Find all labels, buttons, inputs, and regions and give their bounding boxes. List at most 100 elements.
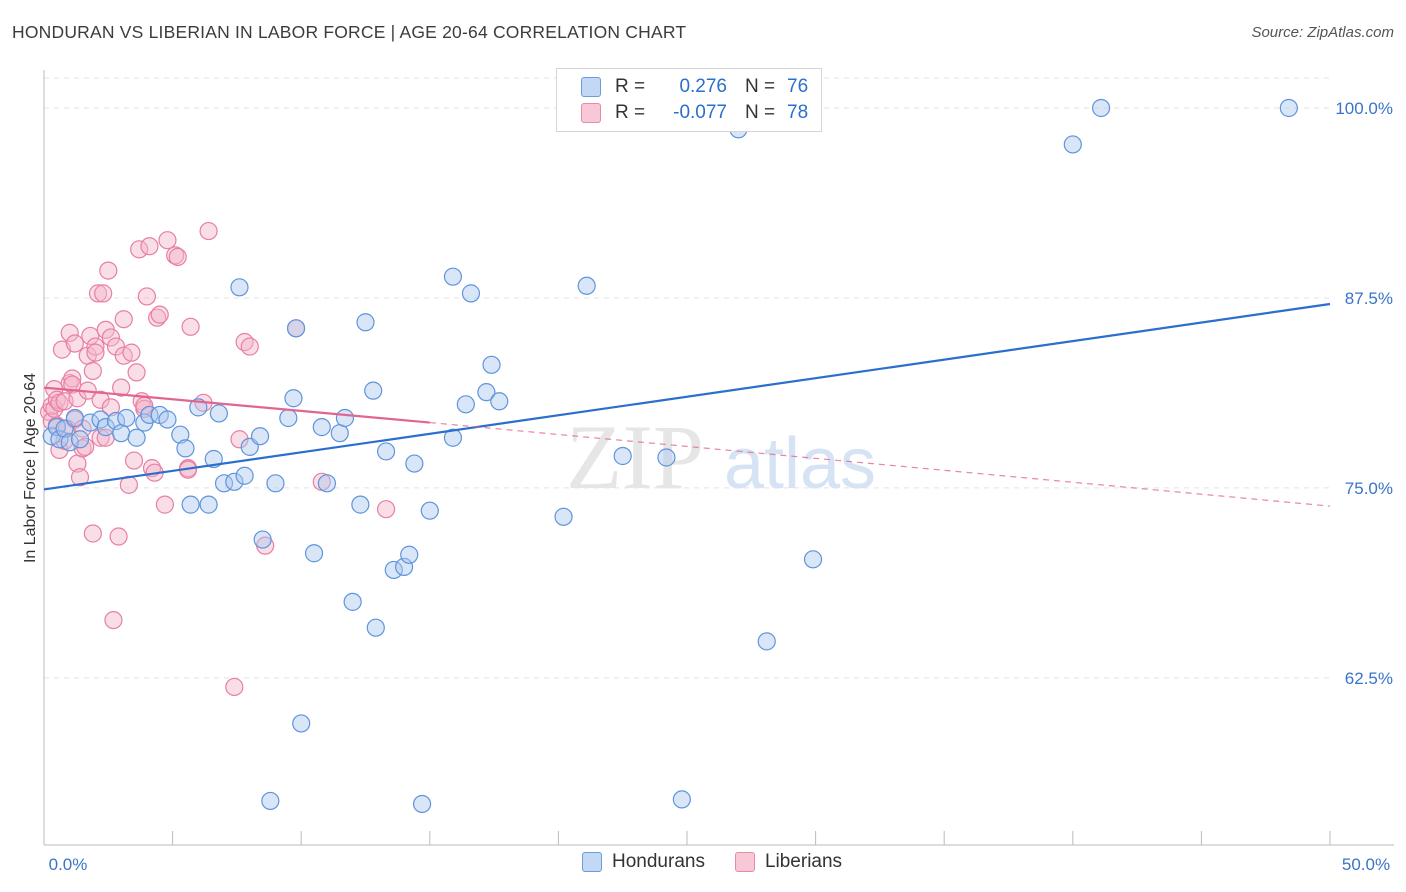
liberian-point	[50, 440, 69, 460]
honduran-point	[757, 632, 776, 651]
honduran-point	[657, 448, 676, 467]
honduran-point	[577, 276, 596, 295]
liberian-point	[60, 323, 79, 342]
legend-n-value: 76	[787, 76, 809, 97]
honduran-trend-line	[43, 302, 1331, 491]
honduran-point	[279, 408, 298, 428]
liberian-point	[376, 500, 396, 519]
honduran-point	[366, 618, 385, 637]
honduran-point	[312, 418, 331, 437]
honduran-point	[330, 424, 349, 443]
honduran-point	[461, 284, 481, 303]
liberian-point	[63, 369, 82, 388]
honduran-point	[65, 408, 84, 428]
honduran-point	[384, 560, 403, 580]
honduran-point	[286, 319, 306, 338]
trend-lines	[43, 302, 1331, 507]
liberian-point	[199, 221, 218, 241]
honduran-point	[343, 592, 362, 611]
tick-labels: 62.5% 75.0% 87.5% 100.0% 0.0% 50.0%	[49, 99, 1393, 874]
y-tick-label: 62.5%	[1345, 669, 1393, 688]
honduran-point	[1279, 98, 1298, 118]
liberian-trend-extension	[429, 421, 1331, 507]
honduran-point	[672, 790, 691, 809]
liberian-point	[230, 430, 249, 449]
liberian-point	[130, 240, 149, 259]
honduran-point	[356, 313, 375, 332]
liberian-point	[155, 495, 174, 514]
honduran-point	[443, 267, 463, 286]
honduran-point	[554, 507, 573, 526]
honduran-point	[253, 530, 272, 549]
x-tick-label: 0.0%	[49, 855, 88, 874]
y-tick-label: 100.0%	[1335, 99, 1393, 118]
liberian-point	[168, 247, 187, 267]
liberian-point	[70, 468, 90, 487]
honduran-point	[443, 428, 463, 447]
liberian-point	[47, 390, 66, 409]
legend-r-label: R =	[615, 76, 646, 97]
liberian-point	[140, 237, 159, 256]
honduran-point	[304, 544, 324, 563]
honduran-point	[420, 501, 439, 520]
honduran-point	[50, 430, 69, 449]
liberian-point	[81, 326, 100, 346]
legend-swatch-blue	[581, 77, 601, 97]
honduran-point	[181, 495, 200, 514]
honduran-point	[456, 395, 475, 414]
liberian-point	[181, 317, 200, 336]
liberian-point	[91, 390, 110, 409]
liberian-point	[122, 343, 141, 362]
honduran-point	[1091, 98, 1111, 118]
liberian-point	[148, 308, 167, 327]
honduran-point	[405, 454, 424, 473]
correlation-legend: R = 0.276 N = 76 R = -0.077 N = 78	[556, 68, 822, 132]
liberian-point	[88, 284, 108, 303]
honduran-point	[127, 428, 146, 447]
honduran-point	[230, 278, 249, 297]
honduran-point	[335, 408, 355, 428]
liberian-point	[150, 305, 169, 324]
honduran-point	[292, 714, 311, 733]
chart-title: HONDURAN VS LIBERIAN IN LABOR FORCE | AG…	[12, 22, 687, 42]
honduran-point	[613, 446, 632, 466]
honduran-point	[96, 418, 115, 437]
legend-row-liberians: R = -0.077 N = 78	[581, 101, 827, 125]
legend-item-hondurans: Hondurans	[582, 851, 705, 873]
honduran-point	[189, 398, 208, 417]
liberian-point	[240, 337, 259, 356]
liberian-point	[83, 524, 102, 543]
x-tick-label: 50.0%	[1342, 855, 1390, 874]
liberian-point	[94, 284, 113, 303]
honduran-point	[266, 474, 285, 493]
liberian-point	[86, 337, 105, 356]
honduran-point	[171, 425, 190, 444]
liberian-point	[83, 361, 102, 380]
honduran-point	[364, 381, 383, 400]
liberian-point	[109, 527, 128, 546]
honduran-point	[176, 439, 195, 458]
honduran-point	[158, 410, 177, 429]
y-axis-label: In Labor Force | Age 20-64	[22, 373, 39, 563]
legend-swatch-blue	[582, 852, 602, 872]
liberian-point	[101, 398, 120, 417]
legend-n-label: N =	[745, 76, 776, 97]
liberian-point	[158, 231, 177, 250]
legend-swatch-pink	[734, 852, 755, 872]
honduran-point	[250, 427, 270, 446]
legend-n-value: 78	[787, 102, 809, 123]
legend-label-liberians: Liberians	[764, 851, 843, 872]
legend-r-label: R =	[615, 102, 646, 123]
legend-r-value: -0.077	[673, 102, 727, 123]
axes	[43, 70, 1394, 846]
liberian-point	[86, 343, 105, 362]
honduran-point	[351, 495, 370, 514]
honduran-point	[261, 791, 280, 811]
legend-row-hondurans: R = 0.276 N = 76	[581, 75, 827, 99]
honduran-point	[803, 550, 823, 569]
liberian-point	[225, 677, 244, 697]
honduran-point	[209, 404, 228, 423]
honduran-point	[490, 392, 509, 411]
honduran-point	[117, 408, 136, 428]
